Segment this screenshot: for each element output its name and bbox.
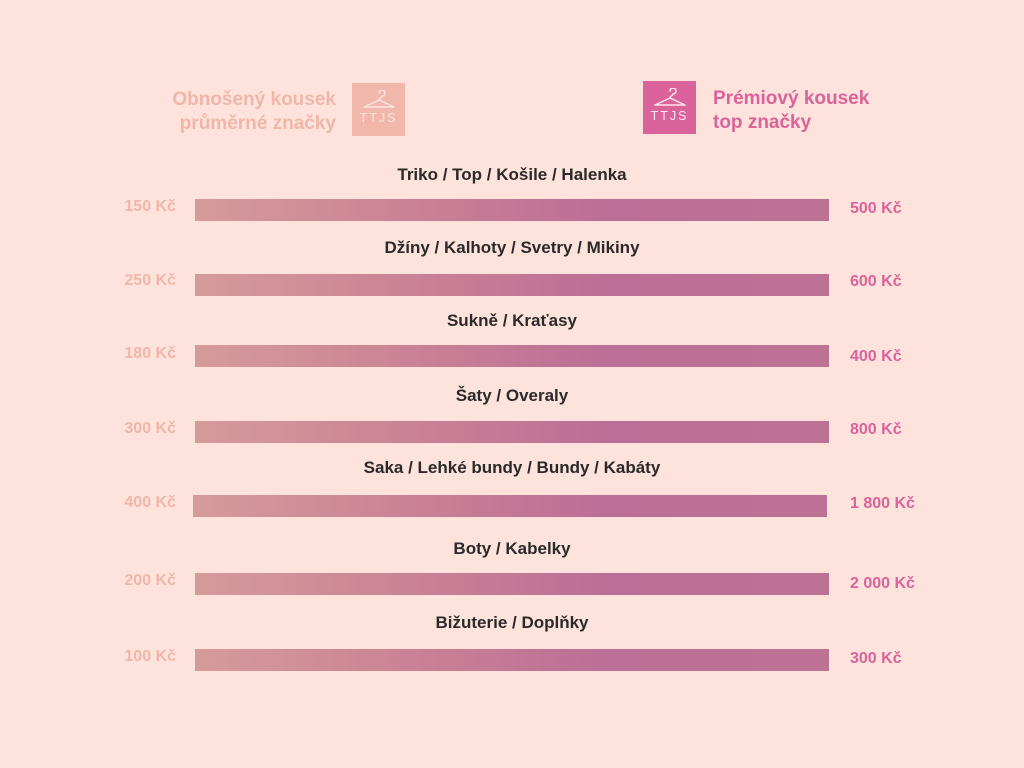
high-price: 600 Kč	[850, 273, 902, 290]
category-label: Šaty / Overaly	[455, 386, 569, 405]
price-range-bar	[195, 421, 829, 443]
price-row: Boty / Kabelky 200 Kč 2 000 Kč	[0, 539, 1024, 599]
logo-left-text: TTJS	[359, 111, 398, 125]
price-row: Sukně / Kraťasy 180 Kč 400 Kč	[0, 311, 1024, 371]
low-price: 150 Kč	[124, 198, 176, 215]
category-label: Bižuterie / Doplňky	[435, 613, 589, 632]
low-price: 250 Kč	[124, 272, 176, 289]
header-right-label: Prémiový kousek top značky	[713, 87, 913, 135]
low-price: 180 Kč	[124, 345, 176, 362]
high-price: 1 800 Kč	[850, 495, 915, 512]
header-left-label: Obnošený kousek průměrné značky	[150, 88, 336, 136]
low-price: 400 Kč	[124, 494, 176, 511]
category-label: Boty / Kabelky	[453, 539, 571, 558]
logo-right: TTJS	[643, 81, 696, 134]
price-row: Džíny / Kalhoty / Svetry / Mikiny 250 Kč…	[0, 238, 1024, 298]
low-price: 100 Kč	[124, 648, 176, 665]
logo-left: TTJS	[352, 83, 405, 136]
high-price: 300 Kč	[850, 650, 902, 667]
high-price: 800 Kč	[850, 421, 902, 438]
high-price: 2 000 Kč	[850, 575, 915, 592]
category-label: Džíny / Kalhoty / Svetry / Mikiny	[384, 238, 640, 257]
category-label: Triko / Top / Košile / Halenka	[397, 165, 627, 184]
price-row: Šaty / Overaly 300 Kč 800 Kč	[0, 386, 1024, 446]
low-price: 300 Kč	[124, 420, 176, 437]
high-price: 400 Kč	[850, 348, 902, 365]
header-right-line1: Prémiový kousek	[713, 88, 870, 109]
header-left-line2: průměrné značky	[179, 113, 336, 134]
price-range-bar	[195, 345, 829, 367]
price-range-bar	[193, 495, 827, 517]
header-left-line1: Obnošený kousek	[172, 89, 336, 110]
price-range-bar	[195, 274, 829, 296]
hanger-icon	[653, 88, 686, 106]
price-row: Triko / Top / Košile / Halenka 150 Kč 50…	[0, 165, 1024, 225]
high-price: 500 Kč	[850, 200, 902, 217]
price-row: Saka / Lehké bundy / Bundy / Kabáty 400 …	[0, 458, 1024, 518]
category-label: Saka / Lehké bundy / Bundy / Kabáty	[363, 458, 661, 477]
category-label: Sukně / Kraťasy	[446, 311, 578, 330]
hanger-icon	[362, 90, 395, 108]
header-right-line2: top značky	[713, 112, 812, 133]
low-price: 200 Kč	[124, 572, 176, 589]
price-range-bar	[195, 199, 829, 221]
price-range-bar	[195, 649, 829, 671]
price-row: Bižuterie / Doplňky 100 Kč 300 Kč	[0, 613, 1024, 673]
logo-right-text: TTJS	[650, 109, 689, 123]
price-range-bar	[195, 573, 829, 595]
